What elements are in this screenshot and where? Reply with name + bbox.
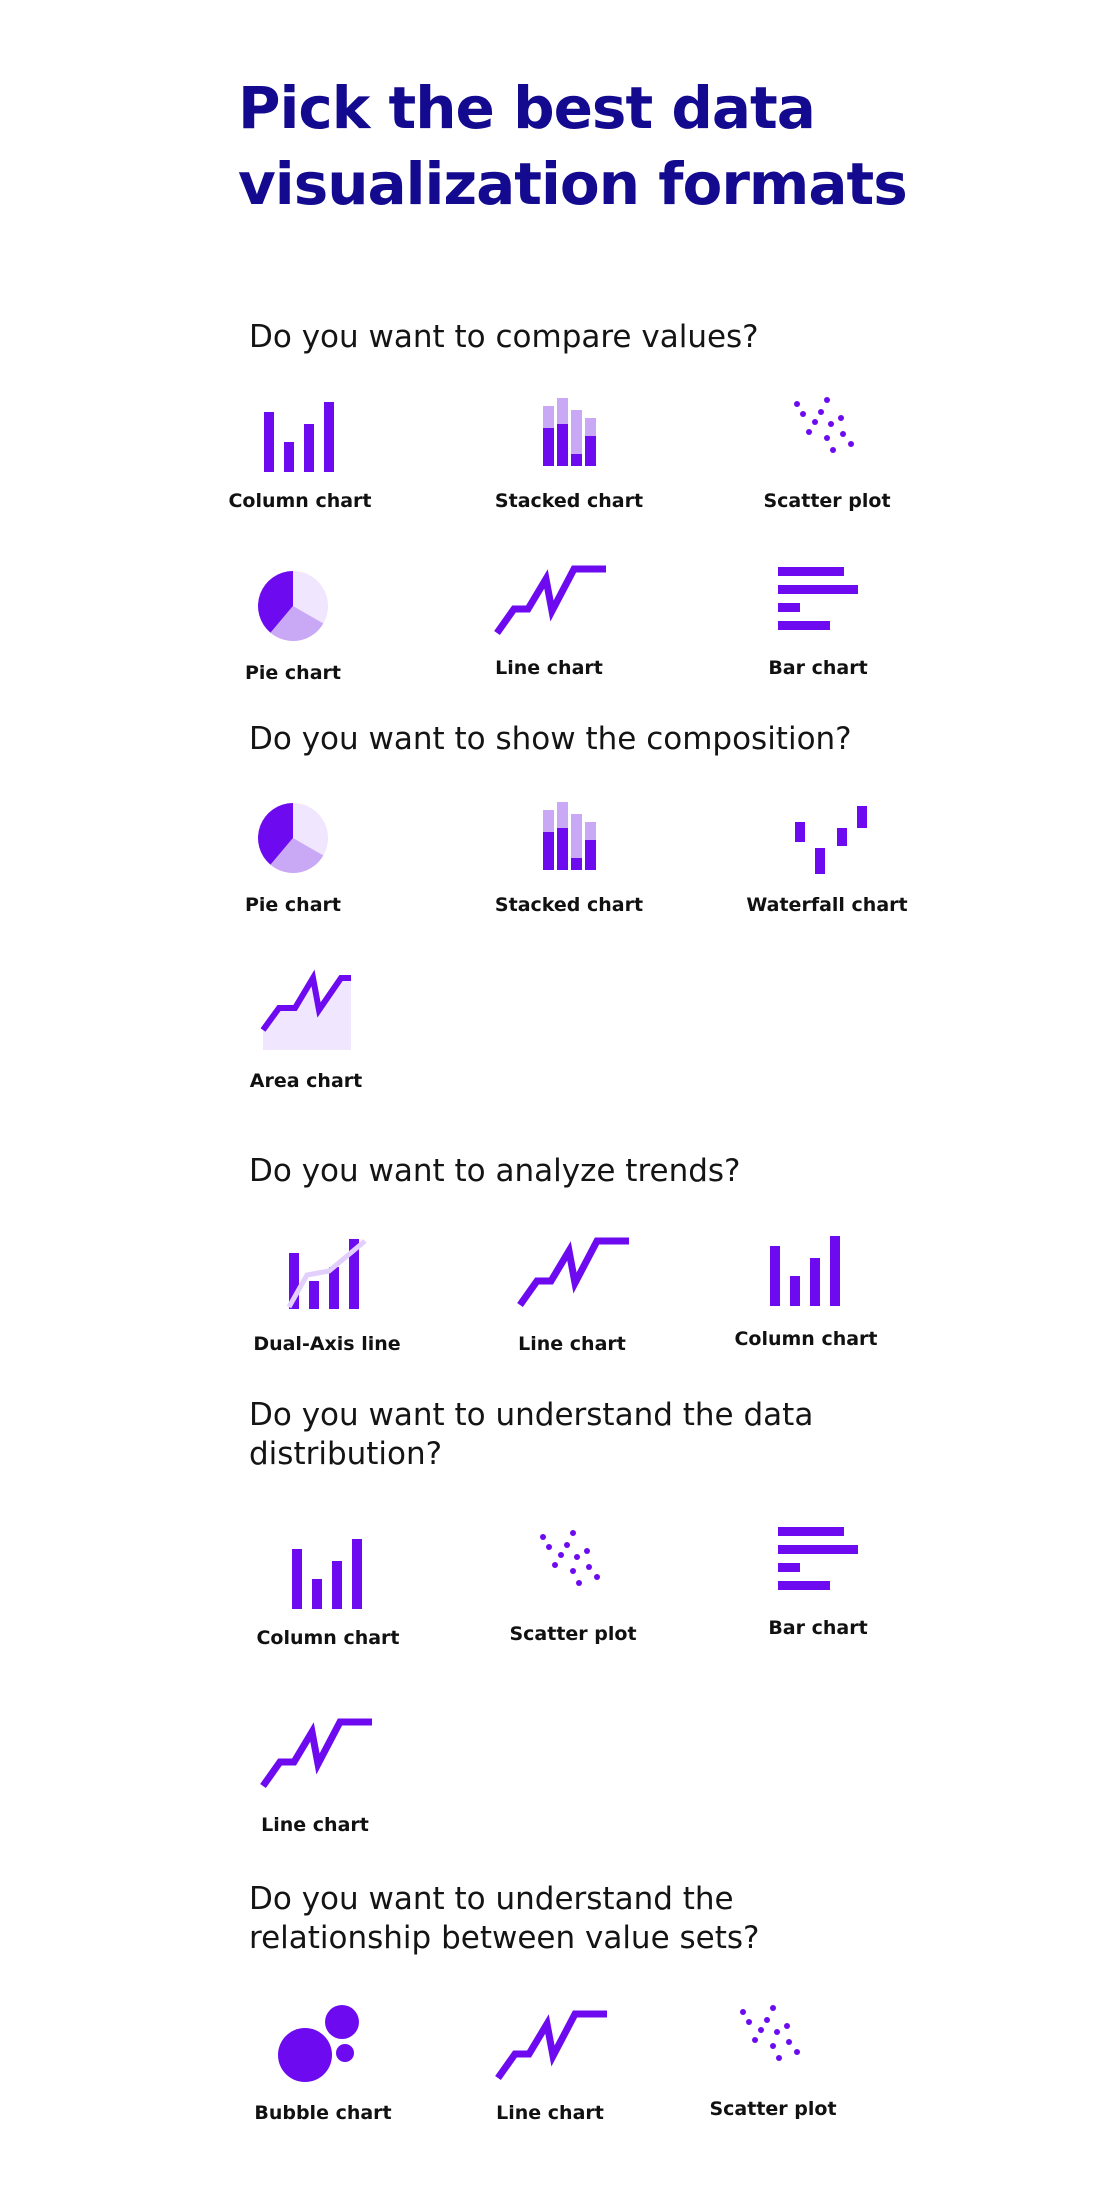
scatter-plot-icon [794, 397, 854, 453]
question-show-composition: Do you want to show the composition? [249, 721, 852, 757]
scatter-plot-icon [740, 2005, 800, 2061]
waterfall-chart-icon [795, 806, 867, 874]
option-label: Bar chart [768, 1617, 868, 1639]
question-data-distribution: Do you want to understand the data distr… [249, 1396, 813, 1474]
option-label: Bubble chart [254, 2102, 392, 2124]
option-area-chart[interactable]: Area chart [206, 969, 406, 1092]
question-line-2: relationship between value sets? [249, 1920, 760, 1956]
option-pie-chart[interactable]: Pie chart [193, 802, 393, 916]
option-label: Line chart [496, 2102, 604, 2124]
column-chart-icon [770, 1236, 840, 1306]
option-column-chart[interactable]: Column chart [200, 398, 400, 512]
option-label: Dual-Axis line [253, 1333, 401, 1355]
option-bar-chart[interactable]: Bar chart [718, 565, 918, 679]
option-label: Waterfall chart [746, 894, 908, 916]
option-scatter-plot[interactable]: Scatter plot [473, 1530, 673, 1645]
option-bar-chart[interactable]: Bar chart [718, 1525, 918, 1639]
option-column-chart[interactable]: Column chart [228, 1535, 428, 1649]
pie-chart-icon [258, 803, 328, 873]
option-label: Line chart [518, 1333, 626, 1355]
option-line-chart[interactable]: Line chart [472, 1237, 672, 1355]
line-chart-icon [260, 1718, 372, 1789]
stacked-chart-icon [543, 802, 596, 870]
option-stacked-chart[interactable]: Stacked chart [469, 802, 669, 916]
question-line-1: Do you want to understand the data [249, 1397, 814, 1433]
option-stacked-chart[interactable]: Stacked chart [469, 398, 669, 512]
line-chart-icon [495, 2010, 607, 2081]
page-title: Pick the best data visualization formats [238, 70, 998, 222]
option-label: Line chart [261, 1814, 369, 1836]
option-label: Bar chart [768, 657, 868, 679]
option-line-chart[interactable]: Line chart [215, 1718, 415, 1836]
option-label: Column chart [256, 1627, 400, 1649]
option-bubble-chart[interactable]: Bubble chart [223, 2004, 423, 2124]
option-scatter-plot[interactable]: Scatter plot [673, 2005, 873, 2120]
option-label: Column chart [734, 1328, 878, 1350]
option-label: Scatter plot [509, 1623, 637, 1645]
option-dual-axis-line[interactable]: Dual-Axis line [227, 1237, 427, 1355]
line-chart-icon [517, 1237, 629, 1308]
bubble-chart-icon [278, 2005, 359, 2082]
option-label: Area chart [249, 1070, 363, 1092]
area-chart-icon [260, 969, 351, 1050]
option-label: Column chart [228, 490, 372, 512]
scatter-plot-icon [540, 1530, 600, 1586]
option-waterfall-chart[interactable]: Waterfall chart [727, 802, 927, 916]
stacked-chart-icon [543, 398, 596, 466]
question-line-2: distribution? [249, 1436, 443, 1472]
option-label: Pie chart [244, 894, 341, 916]
column-chart-icon [264, 402, 334, 472]
option-column-chart[interactable]: Column chart [706, 1232, 906, 1350]
option-line-chart[interactable]: Line chart [449, 565, 649, 679]
option-label: Scatter plot [763, 490, 891, 512]
question-relationship-value-sets: Do you want to understand the relationsh… [249, 1880, 760, 1958]
option-line-chart[interactable]: Line chart [450, 2010, 650, 2124]
option-label: Scatter plot [709, 2098, 837, 2120]
column-chart-icon [292, 1539, 362, 1609]
option-pie-chart[interactable]: Pie chart [193, 570, 393, 684]
option-scatter-plot[interactable]: Scatter plot [727, 397, 927, 512]
option-label: Pie chart [244, 662, 341, 684]
option-label: Stacked chart [494, 490, 644, 512]
option-label: Stacked chart [494, 894, 644, 916]
question-analyze-trends: Do you want to analyze trends? [249, 1153, 741, 1189]
title-line-2: visualization formats [238, 150, 908, 218]
line-chart-icon [494, 565, 606, 636]
pie-chart-icon [258, 571, 328, 641]
title-line-1: Pick the best data [238, 74, 816, 142]
question-line-1: Do you want to understand the [249, 1881, 734, 1917]
bar-chart-icon [778, 567, 858, 630]
option-label: Line chart [495, 657, 603, 679]
dual-axis-line-icon [286, 1239, 367, 1309]
bar-chart-icon [778, 1527, 858, 1590]
question-compare-values: Do you want to compare values? [249, 319, 759, 355]
